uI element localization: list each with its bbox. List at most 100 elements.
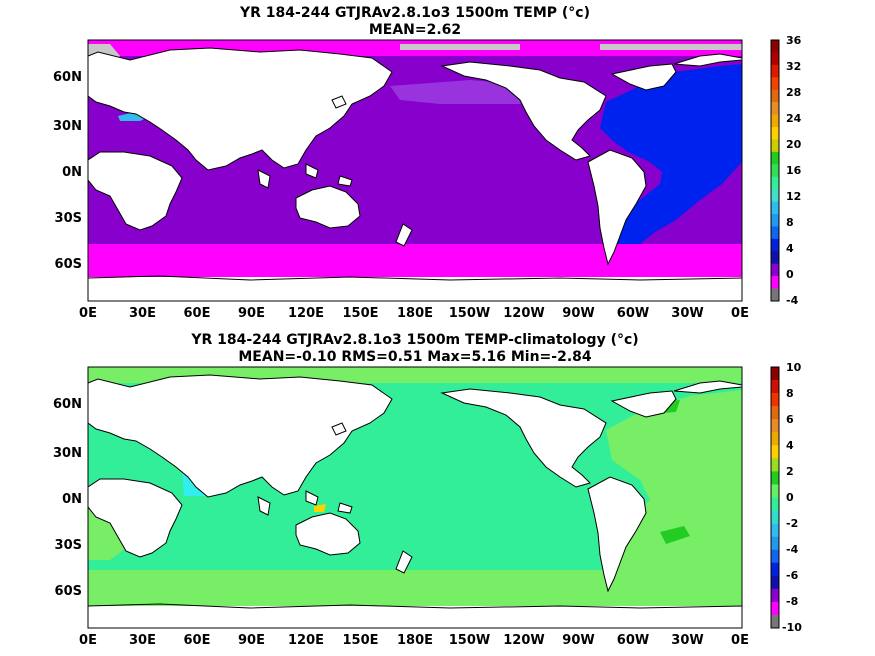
colorbar-swatch <box>771 471 779 485</box>
panel1-title-line1: YR 184-244 GTJRAv2.8.1o3 1500m TEMP (°c) <box>239 5 590 21</box>
colorbar-swatch <box>771 367 779 381</box>
colorbar-swatch <box>771 445 779 459</box>
panel1-map-frame <box>87 39 743 302</box>
colorbar-swatch <box>771 127 779 140</box>
colorbar-swatch <box>771 89 779 103</box>
panel1-title-line2: MEAN=2.62 <box>369 22 461 38</box>
colorbar-swatch <box>771 497 779 511</box>
panel2-cb-label: -10 <box>782 621 802 634</box>
panel2-x-ticks: 0E 30E 60E 90E 120E 150E 180E 150W 120W … <box>79 633 749 648</box>
panel2-southern-band <box>88 570 742 606</box>
panel1-xtick: 120W <box>503 306 544 321</box>
colorbar-swatch <box>771 562 779 577</box>
panel2-map-frame <box>87 366 743 629</box>
colorbar-swatch <box>771 114 779 128</box>
colorbar-swatch <box>771 523 779 537</box>
panel2-xtick: 60W <box>617 633 649 648</box>
panel2-cb-label: 8 <box>786 387 794 400</box>
panel1-ytick: 30N <box>53 119 82 134</box>
colorbar-swatch <box>771 380 779 394</box>
panel2-cb-label: -6 <box>786 569 799 582</box>
panel-temperature-anomaly: YR 184-244 GTJRAv2.8.1o3 1500m TEMP-clim… <box>53 332 802 648</box>
panel1-sea-ice <box>88 44 742 66</box>
panel2-y-ticks: 60N 30N 0N 30S 60S <box>53 397 82 599</box>
panel2-map-field <box>88 367 742 628</box>
colorbar-swatch <box>771 510 779 524</box>
panel2-pos-anomaly <box>640 400 690 544</box>
panel1-land <box>88 47 742 266</box>
panel1-cb-label: 24 <box>786 112 802 125</box>
panel1-ytick: 60S <box>55 257 82 272</box>
panel2-ytick: 0N <box>62 492 82 507</box>
panel1-xtick: 60W <box>617 306 649 321</box>
panel1-xtick: 60E <box>184 306 211 321</box>
panel1-cb-label: 28 <box>786 86 801 99</box>
panel2-cb-label: 6 <box>786 413 794 426</box>
panel1-cb-label: 36 <box>786 34 802 47</box>
panel2-xtick: 150E <box>342 633 378 648</box>
colorbar-swatch <box>771 176 779 190</box>
colorbar-frame <box>770 39 780 302</box>
colorbar-swatch <box>771 251 779 265</box>
panel1-map-field <box>88 40 742 301</box>
colorbar-swatch <box>771 52 779 66</box>
panel2-indonesia-anomaly <box>314 504 326 512</box>
panel2-cb-label: 0 <box>786 491 794 504</box>
panel2-colorbar <box>770 366 780 629</box>
colorbar-frame <box>770 366 780 629</box>
colorbar-swatch <box>771 484 779 498</box>
panel2-xtick: 0E <box>79 633 97 648</box>
panel1-xtick: 30E <box>129 306 156 321</box>
panel1-colorbar-labels: 36 32 28 24 20 16 12 8 4 0 -4 <box>786 34 802 307</box>
panel2-xtick: 120E <box>288 633 324 648</box>
panel1-cb-label: -4 <box>786 294 799 307</box>
panel2-xtick: 120W <box>503 633 544 648</box>
panel2-xtick: 90E <box>238 633 265 648</box>
colorbar-swatch <box>771 419 779 433</box>
panel2-cb-label: 2 <box>786 465 794 478</box>
panel1-ytick: 0N <box>62 165 82 180</box>
panel2-xtick: 60E <box>184 633 211 648</box>
panel2-ytick: 30N <box>53 446 82 461</box>
colorbar-swatch <box>771 276 779 289</box>
colorbar-swatch <box>771 77 779 91</box>
colorbar-swatch <box>771 263 779 277</box>
panel1-ytick: 60N <box>53 70 82 85</box>
panel1-cb-label: 32 <box>786 60 801 73</box>
panel2-cb-label: 10 <box>786 361 802 374</box>
colorbar-swatch <box>771 238 779 252</box>
panel1-xtick: 150W <box>449 306 490 321</box>
panel1-cb-label: 16 <box>786 164 802 177</box>
panel1-cb-label: 20 <box>786 138 802 151</box>
colorbar-swatch <box>771 40 779 53</box>
colorbar-swatch <box>771 536 779 550</box>
colorbar-swatch <box>771 64 779 78</box>
colorbar-swatch <box>771 614 779 629</box>
panel1-xtick: 150E <box>342 306 378 321</box>
colorbar-swatch <box>771 226 779 240</box>
panel1-cb-label: 4 <box>786 242 794 255</box>
panel2-cb-label: -2 <box>786 517 798 530</box>
panel1-xtick: 120E <box>288 306 324 321</box>
panel2-cb-label: 4 <box>786 439 794 452</box>
panel2-xtick: 90W <box>562 633 594 648</box>
colorbar-swatch <box>771 575 779 590</box>
panel2-xtick: 30E <box>129 633 156 648</box>
panel1-colorbar <box>770 39 780 302</box>
panel1-cb-label: 12 <box>786 190 801 203</box>
panel2-cb-label: -4 <box>786 543 799 556</box>
panel2-title-line1: YR 184-244 GTJRAv2.8.1o3 1500m TEMP-clim… <box>190 332 638 348</box>
panel2-ytick: 30S <box>55 538 82 553</box>
panel1-southern-ocean <box>88 244 742 277</box>
panel-temperature: YR 184-244 GTJRAv2.8.1o3 1500m TEMP (°c)… <box>53 5 802 321</box>
panel2-ytick: 60N <box>53 397 82 412</box>
panel1-atlantic <box>600 64 742 244</box>
colorbar-swatch <box>771 458 779 472</box>
colorbar-swatch <box>771 601 779 616</box>
colorbar-swatch <box>771 406 779 420</box>
panel2-xtick: 0E <box>731 633 749 648</box>
panel2-cb-label: -8 <box>786 595 798 608</box>
colorbar-swatch <box>771 201 779 215</box>
colorbar-swatch <box>771 393 779 407</box>
